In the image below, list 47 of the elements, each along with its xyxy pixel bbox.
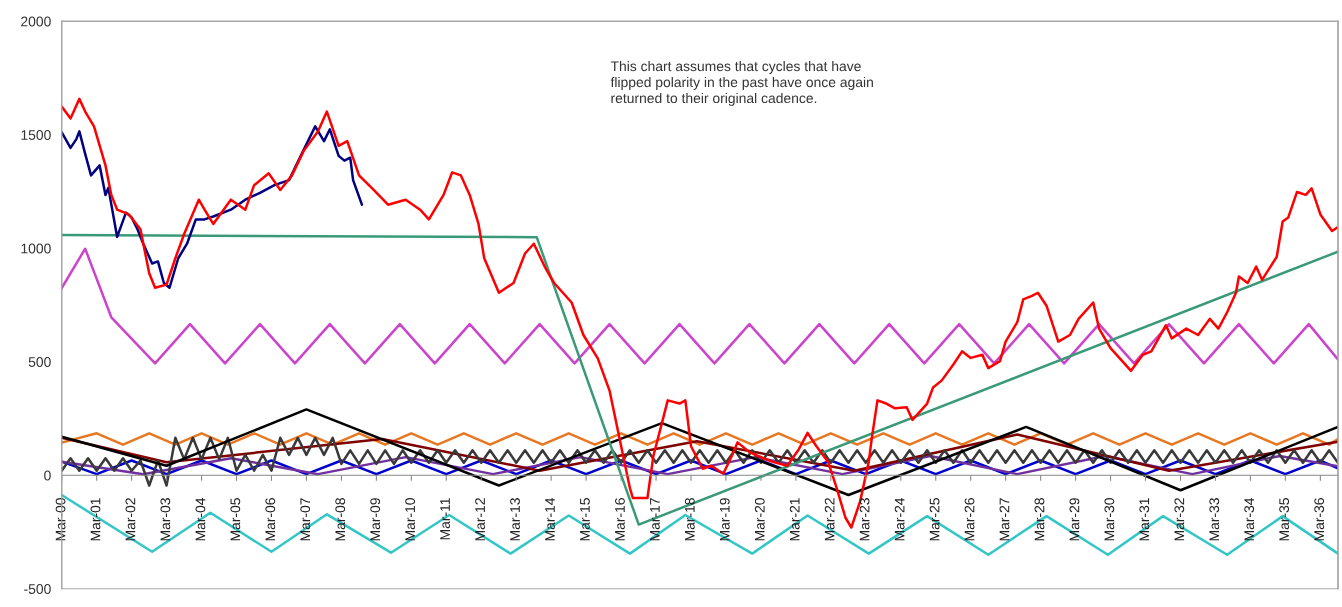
x-tick-label: Mar-18 <box>684 498 695 541</box>
x-tick-label: Mar-35 <box>1279 498 1290 541</box>
annotation: This chart assumes that cycles that have flipped polarity in the past have once again returned to their original cadence. <box>610 60 873 106</box>
x-tick-label: Mar-26 <box>964 498 975 541</box>
x-tick-label: Mar-02 <box>125 498 136 541</box>
line-series <box>61 436 1338 487</box>
x-tick-label: Mar-16 <box>615 498 625 541</box>
x-tick-label: Mar-17 <box>650 498 660 541</box>
y-tick-label: -500 <box>24 584 51 594</box>
line-series <box>61 247 1338 365</box>
x-tick-label: Mar-25 <box>929 498 940 541</box>
x-tick-label: Mar-24 <box>894 497 905 541</box>
x-tick-label: Mar-05 <box>230 498 241 541</box>
x-tick-label: Mar-10 <box>405 498 416 541</box>
line-series <box>61 408 1338 497</box>
y-tick-label: 1000 <box>21 243 51 254</box>
x-tick-label: Mar-07 <box>300 498 311 541</box>
y-tick-label: 2000 <box>21 16 51 27</box>
x-tick-label: Mar-06 <box>265 498 276 541</box>
x-tick-label: Mar-13 <box>510 498 520 541</box>
x-tick-label: Mar-14 <box>545 497 555 541</box>
x-tick-label: Mar-23 <box>859 498 870 541</box>
x-tick-label: Mar-27 <box>999 498 1010 541</box>
x-tick-label: Mar-31 <box>1139 498 1150 541</box>
x-tick-label: Mar-32 <box>1174 498 1185 541</box>
x-tick-label: Mar-04 <box>195 497 206 541</box>
x-tick-label: Mar-12 <box>475 498 485 541</box>
x-tick-label: Mar-09 <box>370 498 381 541</box>
x-tick-label: Mar-21 <box>789 498 800 541</box>
x-tick-label: Mar-00 <box>55 498 66 541</box>
x-tick-label: Mar-34 <box>1244 497 1255 541</box>
x-tick-label: Mar-30 <box>1104 498 1115 541</box>
y-tick-label: 500 <box>28 357 51 367</box>
x-tick-label: Mar-11 <box>440 498 450 540</box>
x-tick-label: Mar-01 <box>90 498 101 541</box>
x-tick-label: Mar-36 <box>1314 498 1325 541</box>
y-tick-label: 0 <box>44 470 51 481</box>
x-tick-label: Mar-29 <box>1069 498 1080 541</box>
x-tick-label: Mar-15 <box>580 498 590 541</box>
x-tick-label: Mar-08 <box>335 498 346 541</box>
y-tick-label: 1500 <box>21 130 51 140</box>
x-tick-label: Mar-19 <box>719 498 730 541</box>
x-tick-label: Mar-28 <box>1034 498 1045 541</box>
x-tick-label: Mar-20 <box>754 498 765 541</box>
x-tick-label: Mar-33 <box>1209 498 1220 541</box>
x-tick-label: Mar-22 <box>824 498 835 541</box>
x-tick-label: Mar-03 <box>160 498 171 541</box>
